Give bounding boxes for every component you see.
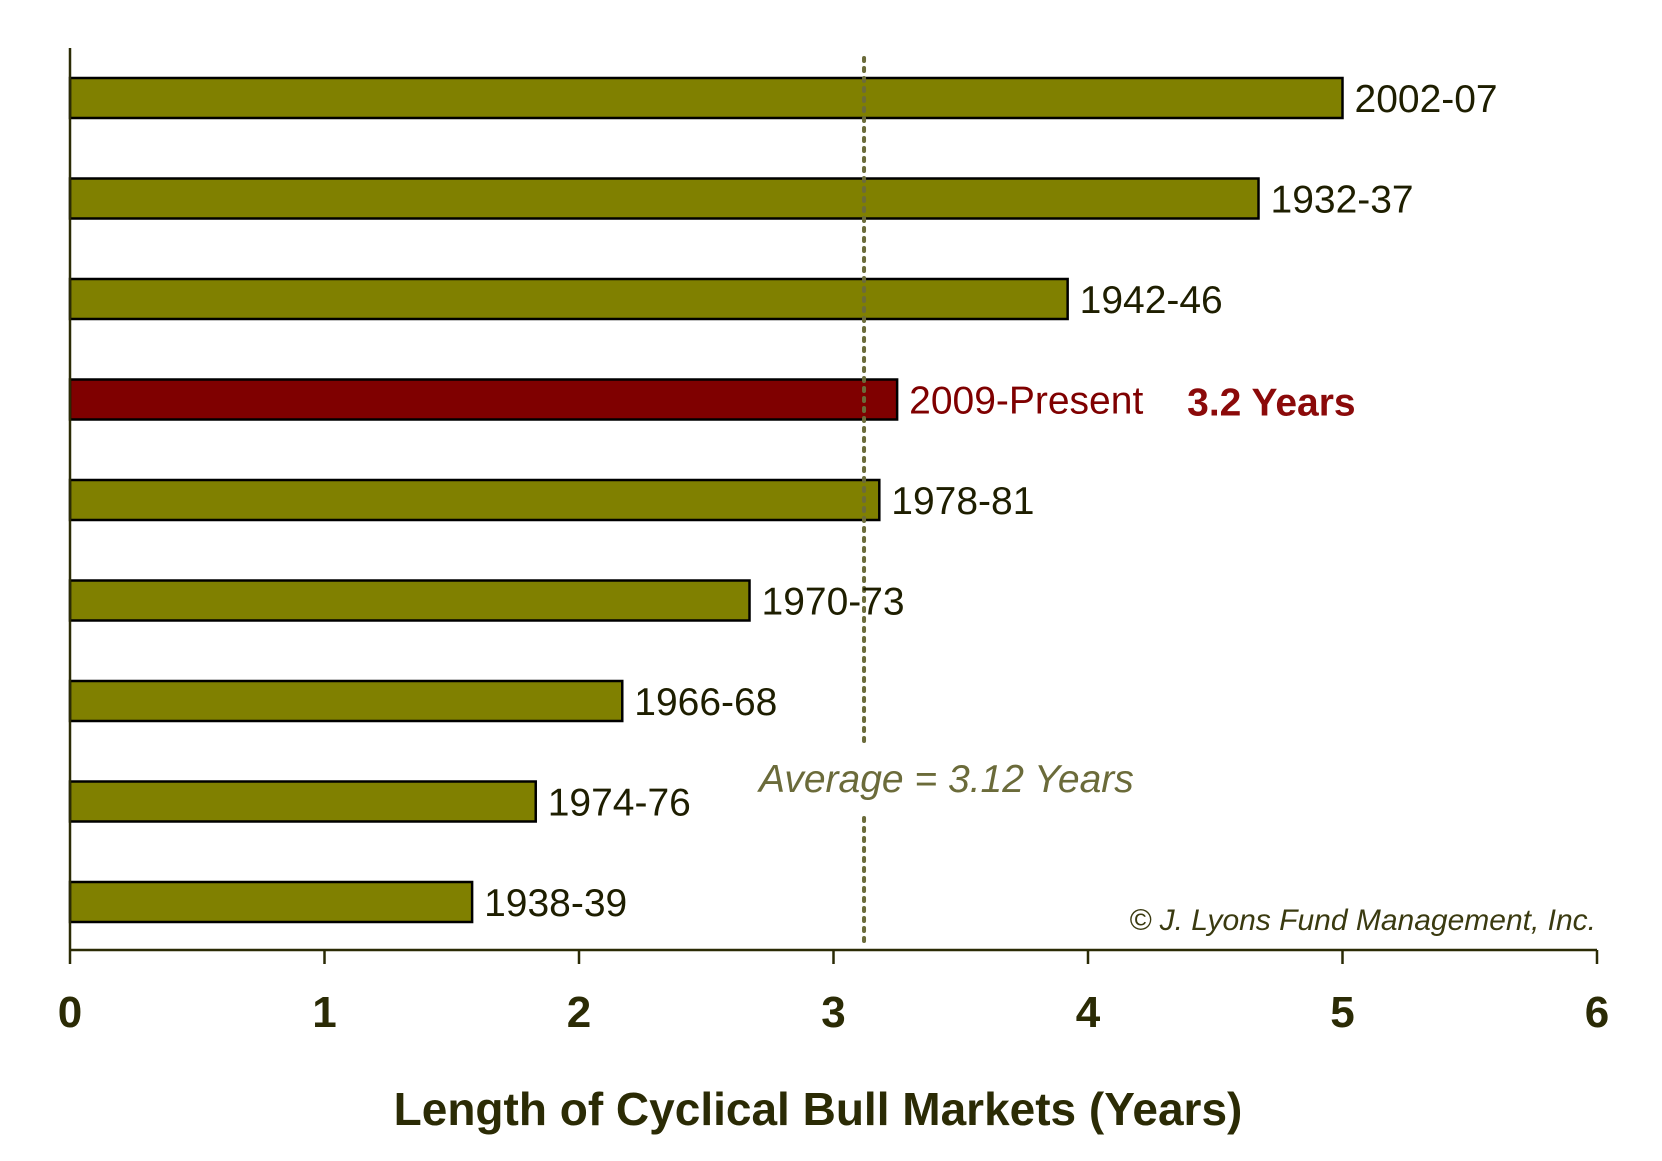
bar-1942-46 (68, 277, 1069, 321)
bar-label-1966-68: 1966-68 (634, 681, 777, 724)
copyright-annotation: © J. Lyons Fund Management, Inc. (1129, 904, 1596, 937)
bar-1970-73 (68, 579, 751, 622)
bar-2002-07 (68, 76, 1344, 120)
bar-label-1942-46: 1942-46 (1080, 279, 1223, 322)
x-tick-label-4: 4 (1076, 988, 1101, 1037)
x-tick-label-3: 3 (821, 988, 845, 1037)
x-tick-label-2: 2 (567, 988, 591, 1037)
bar-1978-81 (68, 478, 881, 522)
highlight-value-label: 3.2 Years (1187, 382, 1355, 425)
x-tick-label-5: 5 (1330, 988, 1354, 1037)
bar-label-2009-Present: 2009-Present (909, 380, 1143, 423)
bar-label-1978-81: 1978-81 (891, 480, 1034, 523)
bar-label-1974-76: 1974-76 (548, 782, 691, 825)
tick-labels-group: 0 1 2 3 4 5 6 (58, 988, 1609, 1037)
bar-label-1970-73: 1970-73 (762, 581, 905, 624)
bar-1938-39 (68, 880, 474, 924)
average-line-group: Average = 3.12 Years (757, 56, 1134, 948)
bar-label-2002-07: 2002-07 (1355, 78, 1498, 121)
x-axis-title: Length of Cyclical Bull Markets (Years) (394, 1083, 1243, 1135)
bar-label-1938-39: 1938-39 (484, 882, 627, 925)
bar-label-1932-37: 1932-37 (1271, 179, 1414, 222)
axes-group (68, 48, 1599, 964)
bar-labels-group: 2002-07 1932-37 1942-46 2009-Present 3.2 Yea… (484, 78, 1498, 925)
bars-group (68, 76, 1344, 924)
x-tick-label-6: 6 (1585, 988, 1609, 1037)
x-tick-label-0: 0 (58, 988, 82, 1037)
average-label: Average = 3.12 Years (757, 758, 1134, 801)
x-tick-label-1: 1 (312, 988, 336, 1037)
bar-1966-68 (68, 679, 624, 723)
bar-2009-Present (68, 378, 899, 421)
bar-1932-37 (68, 177, 1260, 220)
bar-1974-76 (68, 780, 537, 823)
